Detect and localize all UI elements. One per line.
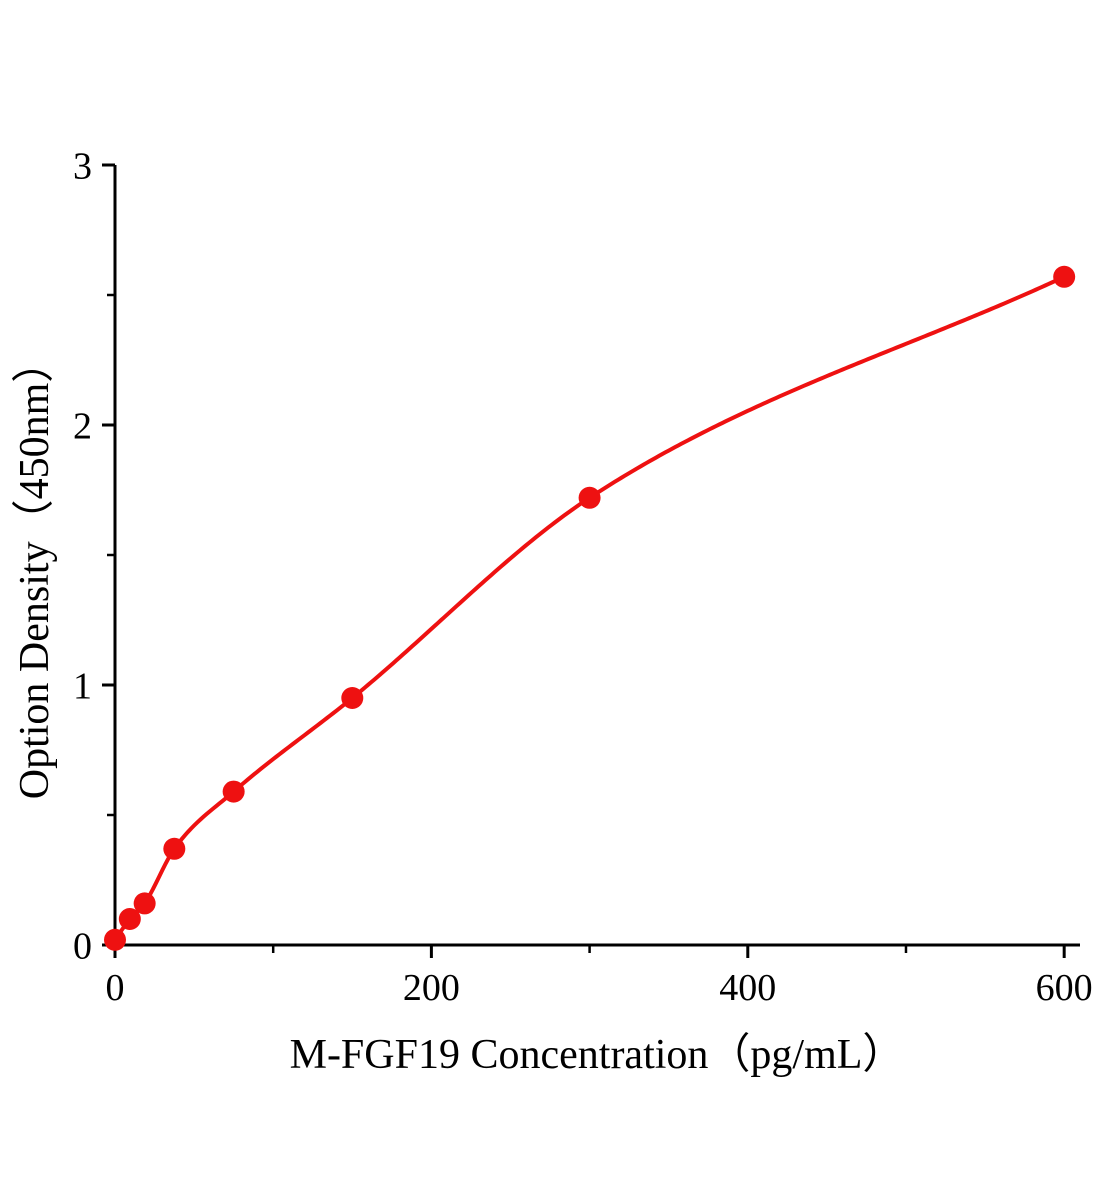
data-point [222,780,245,803]
y-tick-label: 2 [73,405,92,447]
x-tick-label: 400 [719,967,776,1009]
x-axis-label: M-FGF19 Concentration（pg/mL） [290,1032,905,1078]
x-tick-label: 200 [403,967,460,1009]
data-series [104,265,1076,951]
x-tick-label: 600 [1036,967,1093,1009]
fit-curve [113,274,1067,942]
y-tick-label: 0 [73,925,92,967]
y-tick-label: 3 [73,145,92,187]
y-axis-label: Option Density（450nm） [12,341,58,800]
data-point [341,687,364,709]
data-point [1053,265,1076,288]
axes: 0 200 400 600 0 1 2 3 [73,145,1093,1009]
data-point [163,837,186,860]
data-point [133,892,156,915]
y-tick-label: 1 [73,665,92,707]
data-point [578,486,601,509]
data-point [118,908,141,930]
x-tick-label: 0 [106,967,125,1009]
data-point [104,928,126,951]
